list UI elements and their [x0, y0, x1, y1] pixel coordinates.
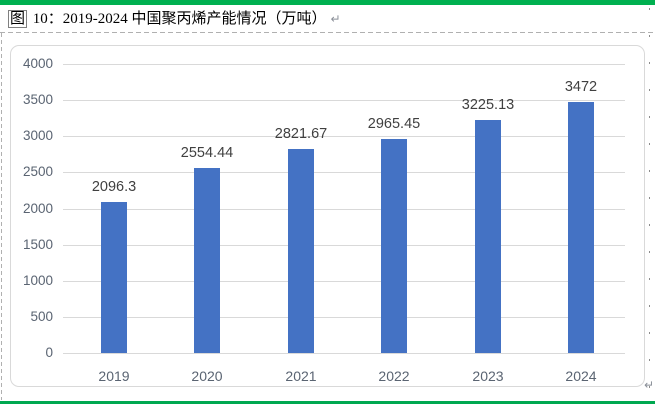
- gridline: [63, 245, 625, 246]
- gridline: [63, 281, 625, 282]
- bar: [568, 102, 594, 353]
- bar: [475, 120, 501, 353]
- x-tick-label: 2024: [565, 368, 597, 384]
- page-top-border: [0, 0, 655, 5]
- bar: [381, 139, 407, 353]
- paragraph-mark-after-chart-icon: ↵: [644, 378, 655, 392]
- bar-value-label: 3225.13: [461, 97, 515, 113]
- bar-value-label: 2096.3: [91, 179, 137, 195]
- y-tick-label: 3000: [22, 128, 53, 143]
- y-tick-label: 0: [45, 345, 53, 360]
- gridline: [63, 172, 625, 173]
- gridline: [63, 136, 625, 137]
- paragraph-mark-icon: ↵: [330, 12, 341, 26]
- gridline: [63, 353, 625, 354]
- y-tick-label: 4000: [22, 56, 53, 71]
- y-tick-label: 1500: [22, 237, 53, 252]
- x-tick-label: 2023: [472, 368, 504, 384]
- x-tick-label: 2020: [191, 368, 223, 384]
- gridline: [63, 209, 625, 210]
- gridline: [63, 100, 625, 101]
- figure-caption-text: 10：2019-2024 中国聚丙烯产能情况（万吨）: [29, 11, 327, 27]
- y-tick-label: 1000: [22, 273, 53, 288]
- y-tick-label: 3500: [22, 92, 53, 107]
- page-bottom-border: [0, 401, 655, 404]
- gridline: [63, 64, 625, 65]
- bar-value-label: 3472: [564, 79, 598, 95]
- figure-caption-boxed-char: 图: [8, 10, 28, 28]
- x-tick-label: 2022: [378, 368, 410, 384]
- y-tick-label: 2000: [22, 201, 53, 216]
- bar: [194, 168, 220, 353]
- bar-value-label: 2554.44: [180, 145, 234, 161]
- gridline: [63, 317, 625, 318]
- cell-border-top: [0, 32, 655, 33]
- x-tick-label: 2021: [285, 368, 317, 384]
- cell-border-right: [649, 8, 650, 398]
- bar-value-label: 2821.67: [274, 126, 328, 142]
- y-tick-label: 2500: [22, 164, 53, 179]
- bar: [288, 149, 314, 353]
- bar-chart[interactable]: 0 500 1000 1500 2000 2500 3000 3500 4000 2096.3 20…: [10, 45, 645, 387]
- y-tick-label: 500: [30, 309, 53, 324]
- cell-border-left: [1, 33, 2, 400]
- bar-value-label: 2965.45: [367, 116, 421, 132]
- bar: [101, 202, 127, 353]
- figure-caption: 图 10：2019-2024 中国聚丙烯产能情况（万吨） ↵: [8, 9, 341, 29]
- x-tick-label: 2019: [98, 368, 130, 384]
